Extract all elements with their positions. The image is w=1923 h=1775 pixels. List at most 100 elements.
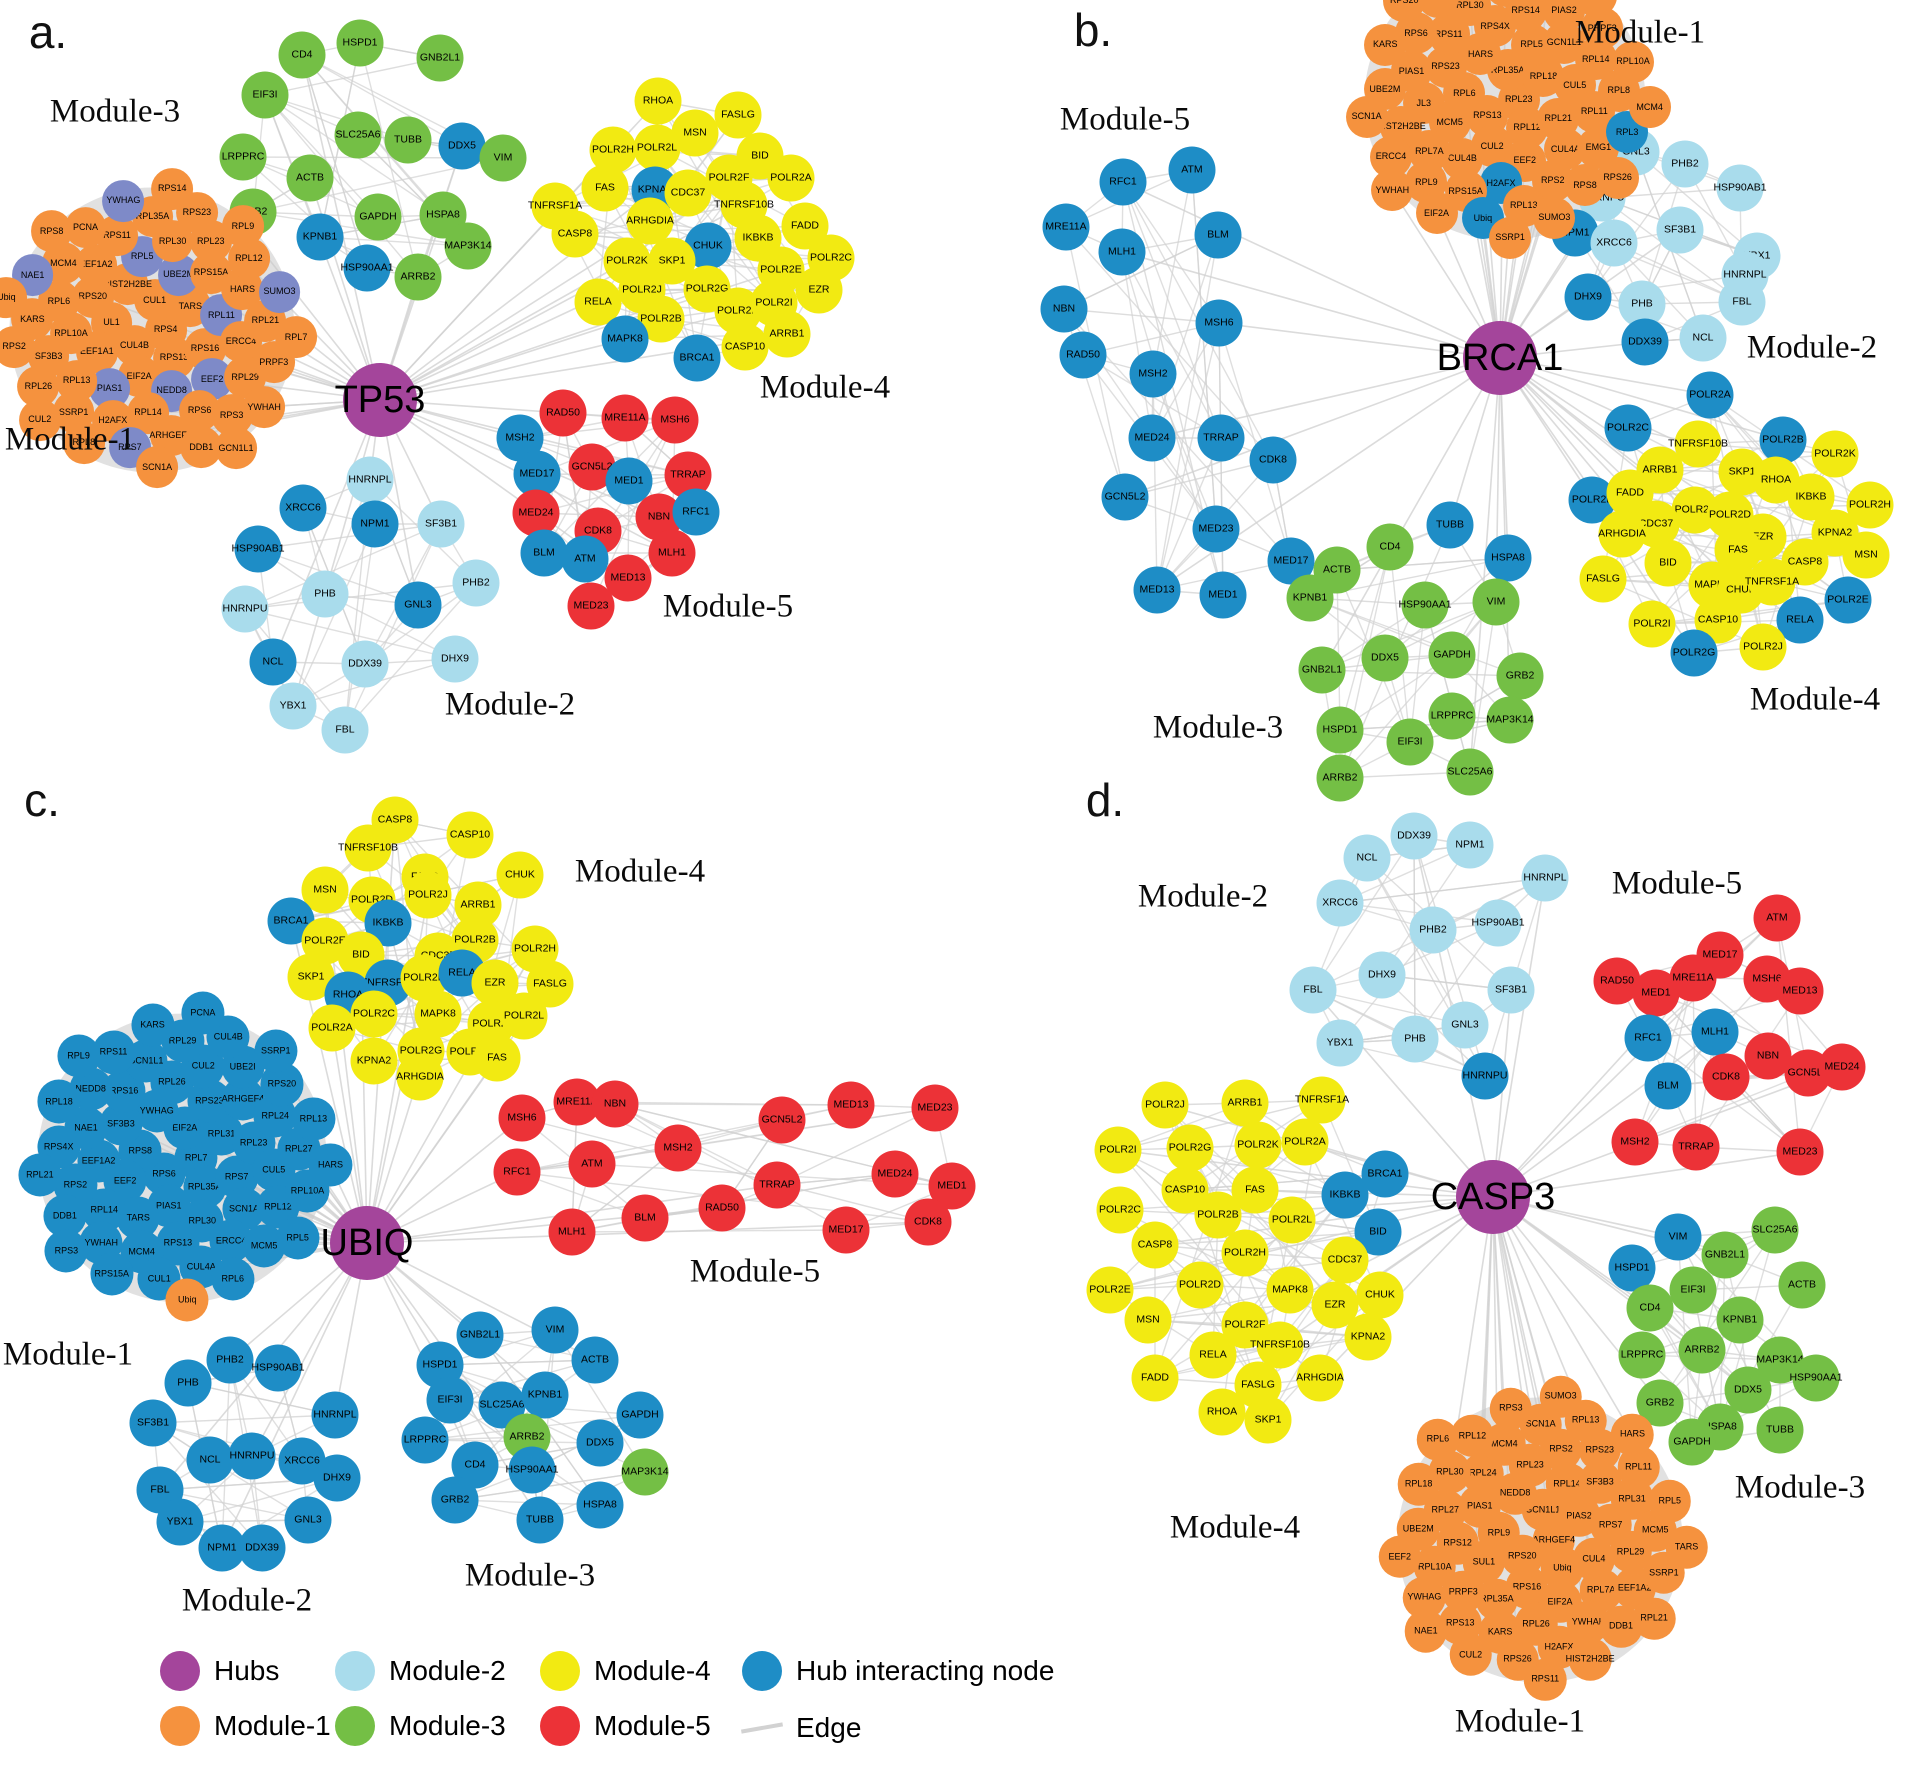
node-RPL6[interactable]: RPL6: [211, 1257, 255, 1301]
node-EIF3I[interactable]: EIF3I: [1386, 718, 1434, 766]
node-CUL2[interactable]: CUL2: [1449, 1633, 1492, 1677]
node-FADD[interactable]: FADD: [1131, 1354, 1179, 1402]
node-MED24[interactable]: MED24: [512, 489, 560, 537]
node-SSRP1[interactable]: SSRP1: [1642, 1551, 1686, 1595]
node-SCN1A[interactable]: SCN1A: [1345, 95, 1388, 138]
node-DHX9[interactable]: DHX9: [1564, 273, 1612, 321]
node-NBN[interactable]: NBN: [1040, 285, 1088, 333]
node-KARS[interactable]: KARS: [1364, 23, 1407, 66]
node-KARS[interactable]: KARS: [130, 1003, 175, 1047]
node-NCL[interactable]: NCL: [186, 1436, 234, 1484]
node-GCN5L2[interactable]: GCN5L2: [1101, 473, 1149, 521]
node-ARRB1[interactable]: ARRB1: [763, 310, 811, 358]
node-GRB2[interactable]: GRB2: [1636, 1379, 1684, 1427]
node-BLM[interactable]: BLM: [621, 1194, 669, 1242]
node-KPNB1[interactable]: KPNB1: [296, 213, 344, 261]
node-ARHGDIA[interactable]: ARHGDIA: [1598, 510, 1646, 558]
node-XRCC6[interactable]: XRCC6: [1590, 219, 1638, 267]
node-POLR2C[interactable]: POLR2C: [350, 990, 398, 1038]
node-CDC37[interactable]: CDC37: [1321, 1236, 1369, 1284]
node-KPNB1[interactable]: KPNB1: [1286, 574, 1334, 622]
node-POLR2K[interactable]: POLR2K: [1811, 430, 1859, 478]
node-FADD[interactable]: FADD: [1606, 469, 1654, 517]
node-SF3B1[interactable]: SF3B1: [129, 1399, 177, 1447]
node-TRRAP[interactable]: TRRAP: [1672, 1123, 1720, 1171]
node-PHB[interactable]: PHB: [164, 1359, 212, 1407]
node-RPL7[interactable]: RPL7: [275, 316, 317, 359]
node-FAS[interactable]: FAS: [581, 164, 629, 212]
node-SF3B1[interactable]: SF3B1: [417, 500, 465, 548]
node-RHOA[interactable]: RHOA: [634, 77, 682, 125]
node-EIF3I[interactable]: EIF3I: [1669, 1266, 1717, 1314]
node-HNRNPU[interactable]: HNRNPU: [228, 1432, 276, 1480]
node-MED17[interactable]: MED17: [822, 1206, 870, 1254]
node-MED23[interactable]: MED23: [567, 582, 615, 630]
node-YWHAG[interactable]: YWHAG: [1529, 0, 1572, 4]
hub-TP53[interactable]: TP53: [335, 363, 425, 437]
node-TRRAP[interactable]: TRRAP: [1197, 414, 1245, 462]
node-RPS3[interactable]: RPS3: [44, 1229, 88, 1273]
node-HSP90AB1[interactable]: HSP90AB1: [1713, 164, 1767, 212]
node-RFC1[interactable]: RFC1: [1624, 1014, 1672, 1062]
node-CD4[interactable]: CD4: [1366, 523, 1414, 571]
node-RPL9[interactable]: RPL9: [222, 205, 264, 248]
node-HNRNPL[interactable]: HNRNPL: [311, 1391, 359, 1439]
node-MSH6[interactable]: MSH6: [1195, 299, 1243, 347]
node-POLR2I[interactable]: POLR2I: [1628, 600, 1676, 648]
node-ACTB[interactable]: ACTB: [286, 154, 334, 202]
node-TUBB[interactable]: TUBB: [1426, 501, 1474, 549]
node-MAP3K14[interactable]: MAP3K14: [444, 222, 492, 270]
node-CDK8[interactable]: CDK8: [1249, 436, 1297, 484]
node-RPS15A[interactable]: RPS15A: [90, 1252, 134, 1296]
node-MLH1[interactable]: MLH1: [1691, 1008, 1739, 1056]
node-GNB2L1[interactable]: GNB2L1: [1701, 1231, 1749, 1279]
node-POLR2K[interactable]: POLR2K: [1234, 1121, 1282, 1169]
node-POLR2C[interactable]: POLR2C: [1604, 404, 1652, 452]
node-NPM1[interactable]: NPM1: [1446, 821, 1494, 869]
node-TARS[interactable]: TARS: [1417, 0, 1460, 19]
node-ACTB[interactable]: ACTB: [571, 1336, 619, 1384]
node-EZR[interactable]: EZR: [795, 266, 843, 314]
node-BLM[interactable]: BLM: [1644, 1062, 1692, 1110]
node-VIM[interactable]: VIM: [531, 1306, 579, 1354]
hub-UBIQ[interactable]: UBIQ: [321, 1206, 413, 1280]
node-GAPDH[interactable]: GAPDH: [354, 193, 402, 241]
node-RFC1[interactable]: RFC1: [672, 488, 720, 536]
node-HARS[interactable]: HARS: [308, 1143, 353, 1187]
node-TNFRSF10B[interactable]: TNFRSF10B: [338, 824, 398, 872]
node-MED23[interactable]: MED23: [911, 1084, 959, 1132]
node-BLM[interactable]: BLM: [1194, 211, 1242, 259]
node-RPS26[interactable]: RPS26: [1596, 156, 1639, 199]
node-Ubiq[interactable]: Ubiq: [165, 1277, 209, 1322]
node-GAPDH[interactable]: GAPDH: [1428, 631, 1476, 679]
node-RAD50[interactable]: RAD50: [1059, 331, 1107, 379]
node-NCL[interactable]: NCL: [249, 638, 297, 686]
node-CASP10[interactable]: CASP10: [721, 323, 769, 371]
node-GNL3[interactable]: GNL3: [394, 581, 442, 629]
node-SSRP1[interactable]: SSRP1: [1489, 216, 1532, 259]
node-BRCA1[interactable]: BRCA1: [673, 334, 721, 382]
node-MED13[interactable]: MED13: [827, 1081, 875, 1129]
node-SUMO3[interactable]: SUMO3: [1539, 1375, 1582, 1418]
node-FBL[interactable]: FBL: [1718, 278, 1766, 326]
node-EIF3I[interactable]: EIF3I: [426, 1376, 474, 1424]
node-GCN1L1[interactable]: GCN1L1: [215, 427, 257, 470]
node-HSP90AA1[interactable]: HSP90AA1: [340, 244, 394, 292]
node-XRCC6[interactable]: XRCC6: [1316, 879, 1364, 927]
node-POLR2H[interactable]: POLR2H: [1221, 1229, 1269, 1277]
node-HNRNPL[interactable]: HNRNPL: [1521, 854, 1569, 902]
node-POLR2A[interactable]: POLR2A: [1281, 1118, 1329, 1166]
node-SLC25A6[interactable]: SLC25A6: [478, 1381, 526, 1429]
node-POLR2B[interactable]: POLR2B: [1759, 416, 1807, 464]
node-RFC1[interactable]: RFC1: [493, 1148, 541, 1196]
node-HNRNPL[interactable]: HNRNPL: [346, 456, 394, 504]
node-VIM[interactable]: VIM: [479, 134, 527, 182]
node-IKBKB[interactable]: IKBKB: [1321, 1171, 1369, 1219]
node-MSN[interactable]: MSN: [1842, 531, 1890, 579]
node-CASP10[interactable]: CASP10: [446, 811, 494, 859]
node-RPS11[interactable]: RPS11: [1523, 1658, 1567, 1701]
node-NPM1[interactable]: NPM1: [198, 1524, 246, 1572]
node-RPL21[interactable]: RPL21: [1632, 1597, 1676, 1640]
node-SUMO3[interactable]: SUMO3: [1533, 196, 1576, 239]
node-RPS14[interactable]: RPS14: [151, 168, 194, 210]
